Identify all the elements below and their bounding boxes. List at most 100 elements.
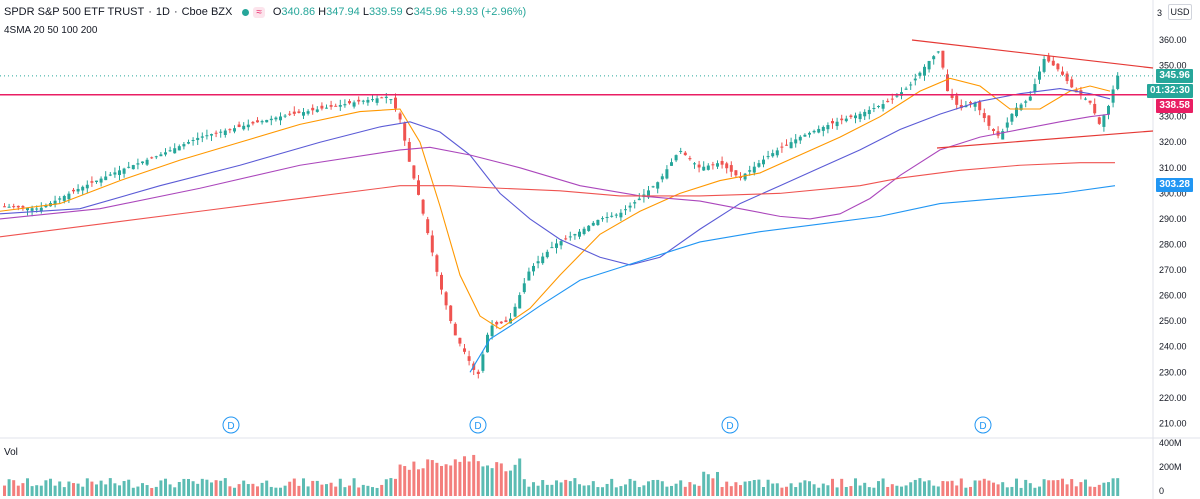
volume-bar: [260, 482, 264, 496]
volume-bar: [375, 487, 379, 496]
volume-bar: [417, 469, 420, 496]
volume-bar: [269, 486, 273, 496]
horizontal-line-price-tag[interactable]: 338.58: [1156, 99, 1193, 113]
candle: [513, 306, 517, 317]
volume-bar: [297, 485, 301, 496]
candle: [159, 154, 163, 157]
candle: [108, 174, 112, 176]
volume-bar: [729, 486, 733, 496]
volume-bar: [1001, 482, 1005, 496]
candle: [315, 109, 319, 112]
volume-bar: [858, 485, 862, 496]
volume-bar: [923, 481, 926, 496]
volume-bar: [785, 486, 788, 496]
legend-separator: ·: [148, 6, 152, 18]
candle: [371, 99, 374, 101]
volume-bar: [706, 474, 710, 496]
volume-bar: [338, 478, 342, 496]
exchange-label: Cboe BZX: [181, 6, 233, 18]
candle: [219, 131, 223, 133]
dividend-marker-label: D: [474, 421, 481, 432]
candle: [1097, 117, 1101, 124]
price-axis-tick: 230.00: [1159, 367, 1187, 377]
volume-bar: [315, 480, 319, 496]
candle: [867, 109, 871, 115]
candle: [256, 120, 259, 123]
volume-bar: [49, 478, 52, 496]
indicator-legend[interactable]: 4SMA 20 50 100 200: [4, 25, 98, 36]
volume-axis-tick: 400M: [1159, 438, 1182, 448]
volume-bar: [72, 483, 75, 496]
candle: [1088, 100, 1092, 103]
candle: [260, 121, 264, 123]
dividend-marker-label: D: [979, 421, 986, 432]
volume-bar: [1005, 487, 1009, 496]
bar-countdown-tag: 01:32:30: [1146, 84, 1193, 98]
volume-bar: [99, 480, 103, 496]
candle: [81, 186, 85, 191]
volume-bar: [1028, 483, 1032, 496]
volume-bar: [941, 481, 945, 496]
volume-bar: [389, 478, 393, 496]
candle: [403, 123, 407, 141]
volume-bar: [932, 485, 936, 496]
volume-bar: [1116, 478, 1120, 496]
candle: [748, 170, 752, 172]
volume-bar: [555, 480, 558, 496]
volume-bar: [849, 486, 853, 496]
candle: [95, 180, 98, 183]
volume-bar: [844, 486, 848, 496]
candle: [817, 128, 821, 133]
candle: [895, 95, 899, 97]
volume-bar: [21, 483, 25, 496]
candle: [651, 186, 655, 188]
volume-bar: [90, 481, 94, 496]
volume-bar: [394, 478, 397, 496]
volume-bar: [150, 487, 154, 496]
candle: [886, 100, 890, 103]
volume-bar: [1056, 480, 1060, 496]
volume-bar: [798, 482, 802, 496]
volume-bar: [361, 484, 365, 496]
volume-bar: [904, 485, 908, 496]
symbol-name[interactable]: SPDR S&P 500 ETF TRUST: [4, 6, 145, 18]
candle: [279, 116, 282, 121]
candle: [656, 182, 660, 189]
volume-bar: [348, 485, 351, 496]
price-axis-tick: 290.00: [1159, 214, 1187, 224]
currency-button[interactable]: USD: [1168, 4, 1192, 20]
candle: [338, 105, 342, 107]
candle: [522, 283, 526, 293]
volume-bar: [3, 485, 6, 496]
volume-bar: [191, 481, 195, 496]
interval-label[interactable]: 1D: [155, 6, 170, 18]
volume-bar: [292, 478, 296, 496]
volume-bar: [509, 470, 512, 496]
candle: [44, 205, 48, 208]
candle: [417, 180, 420, 195]
candle: [265, 119, 269, 123]
price-axis-tick: 210.00: [1159, 418, 1187, 428]
candle: [1111, 89, 1115, 103]
candle: [421, 199, 425, 214]
volume-bar: [900, 486, 903, 496]
candle: [200, 136, 204, 138]
candle: [481, 354, 485, 371]
price-axis-tick: 250.00: [1159, 316, 1187, 326]
candle: [840, 118, 844, 121]
volume-bar: [168, 484, 172, 496]
candle: [357, 99, 361, 102]
volume-bar: [867, 487, 871, 496]
volume-legend[interactable]: Vol: [4, 447, 18, 458]
volume-bar: [564, 479, 568, 496]
candle: [288, 113, 292, 115]
volume-bar: [582, 485, 586, 496]
volume-bar: [136, 486, 140, 496]
volume-bar: [265, 480, 269, 496]
delayed-data-badge[interactable]: ≈: [253, 6, 265, 18]
sma200-price-tag: 303.28: [1156, 178, 1193, 192]
candle: [890, 98, 894, 100]
volume-bar: [453, 459, 457, 496]
candle: [246, 124, 250, 128]
